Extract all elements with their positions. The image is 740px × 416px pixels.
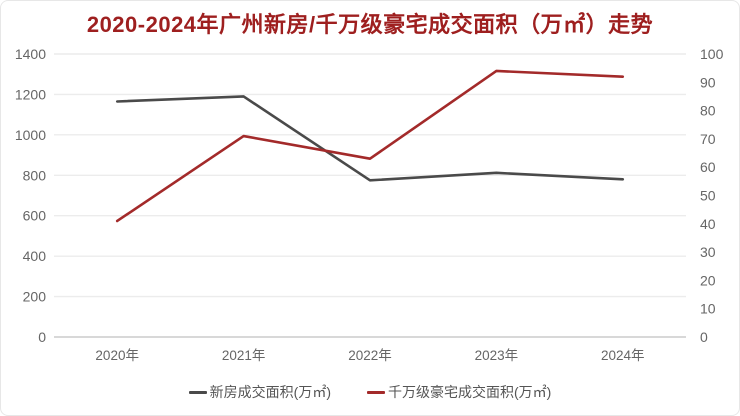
luxury-line-marker-icon	[367, 390, 385, 394]
chart-title: 2020-2024年广州新房/千万级豪宅成交面积（万㎡）走势	[86, 12, 654, 37]
left-axis-tick-label: 800	[23, 167, 47, 183]
left-axis-tick-label: 0	[38, 329, 46, 345]
x-axis-category-label: 2022年	[348, 348, 392, 363]
right-axis-tick-label: 60	[700, 159, 716, 175]
right-axis-tick-label: 30	[700, 244, 716, 260]
right-axis-tick-label: 20	[700, 272, 716, 288]
left-axis-tick-label: 1200	[15, 86, 46, 102]
left-axis-tick-label: 1000	[15, 127, 46, 143]
x-axis-category-label: 2021年	[222, 348, 266, 363]
legend-item-new-homes: 新房成交面积(万㎡)	[188, 382, 331, 402]
left-axis-tick-label: 400	[23, 248, 47, 264]
series-line	[115, 69, 625, 223]
x-axis-category-label: 2020年	[95, 348, 139, 363]
right-axis-tick-label: 10	[700, 301, 716, 317]
x-axis-category-label: 2024年	[601, 348, 645, 363]
left-axis-tick-label: 200	[23, 289, 47, 305]
legend-item-luxury: 千万级豪宅成交面积(万㎡)	[367, 382, 551, 402]
legend-label-luxury: 千万级豪宅成交面积(万㎡)	[388, 384, 552, 400]
right-axis-tick-label: 90	[700, 74, 716, 90]
x-axis-category-label: 2023年	[475, 348, 519, 363]
legend-label-new-homes: 新房成交面积(万㎡)	[209, 384, 331, 400]
legend: 新房成交面积(万㎡) 千万级豪宅成交面积(万㎡)	[1, 382, 739, 402]
right-axis-tick-label: 70	[700, 131, 716, 147]
right-axis-tick-label: 40	[700, 216, 716, 232]
left-axis-tick-label: 1400	[15, 46, 46, 62]
left-axis-tick-label: 600	[23, 208, 47, 224]
new-homes-line-marker-icon	[188, 390, 207, 394]
right-axis-tick-label: 50	[700, 188, 716, 204]
right-axis-tick-label: 0	[700, 329, 708, 345]
series-line	[115, 95, 625, 182]
right-axis-tick-label: 80	[700, 103, 716, 119]
right-axis-tick-label: 100	[700, 46, 724, 62]
